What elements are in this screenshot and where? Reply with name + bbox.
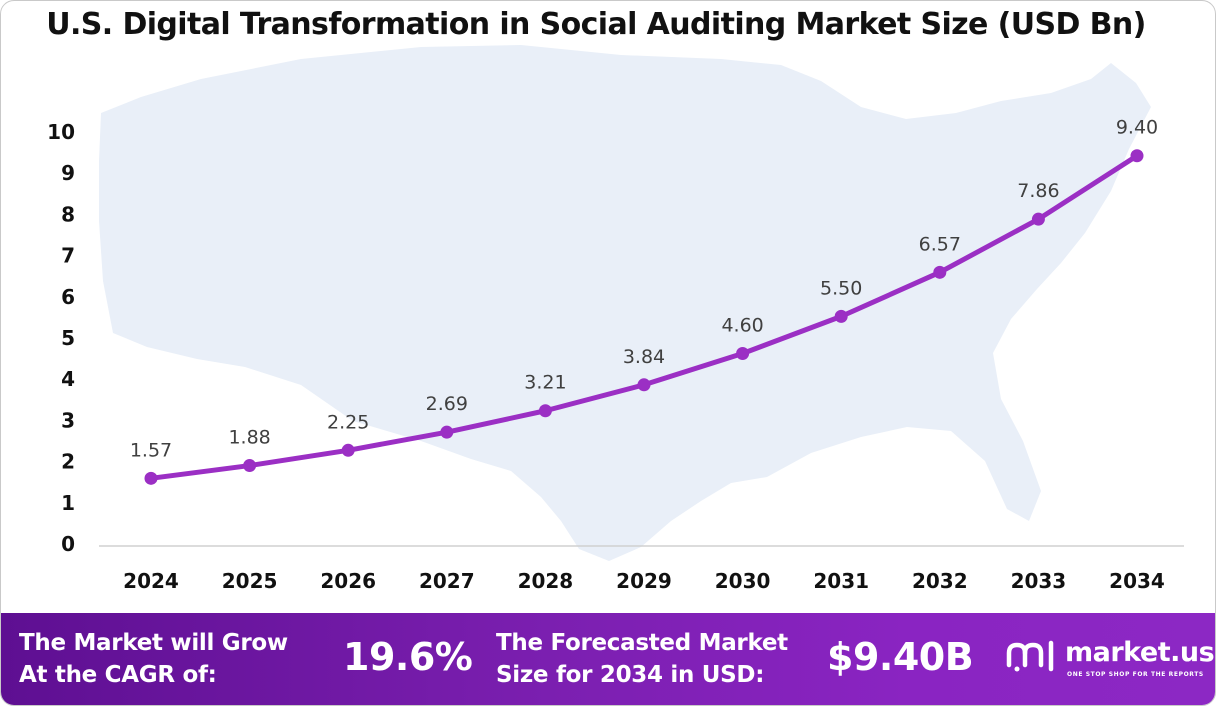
y-tick-label: 6 [61,285,75,309]
x-tick-label: 2025 [222,569,278,593]
y-tick-label: 8 [61,202,75,226]
forecast-label-line1: The Forecasted Market [496,630,788,656]
data-points [144,149,1144,485]
forecast-label: The Forecasted Market Size for 2034 in U… [496,627,788,691]
x-tick-label: 2030 [715,569,771,593]
brand-tagline: ONE STOP SHOP FOR THE REPORTS [1067,671,1204,678]
y-tick-label: 1 [61,491,75,515]
data-label: 6.57 [919,233,961,255]
data-label: 2.69 [426,393,468,415]
data-point [341,443,355,457]
y-tick-label: 7 [61,244,75,268]
y-tick-label: 0 [61,532,75,556]
data-label: 5.50 [820,277,862,299]
data-labels: 1.57 1.88 2.25 2.69 3.21 3.84 4.60 5.50 6.57 7.86… [130,117,1158,462]
market-us-logo-icon [1006,640,1054,672]
us-map-background [99,45,1151,561]
y-tick-label: 4 [61,367,75,391]
data-point [440,425,454,439]
x-tick-label: 2031 [813,569,869,593]
x-tick-label: 2034 [1109,569,1165,593]
brand-name: market.us [1065,637,1215,668]
data-label: 3.84 [623,346,665,368]
data-point [538,404,552,418]
data-label: 9.40 [1116,117,1158,139]
y-tick-label: 3 [61,408,75,432]
x-tick-label: 2032 [912,569,968,593]
chart-area: 0 1 2 3 4 5 6 7 8 9 10 2024 2025 2026 2027 2028 2029 203… [47,45,1184,593]
x-tick-label: 2026 [320,569,376,593]
y-tick-label: 2 [61,450,75,474]
data-label: 4.60 [721,314,763,336]
x-axis: 2024 2025 2026 2027 2028 2029 2030 2031 2032 2033… [123,569,1165,593]
y-axis: 0 1 2 3 4 5 6 7 8 9 10 [47,120,75,556]
y-tick-label: 10 [47,120,75,144]
cagr-label-line1: The Market will Grow [19,630,288,656]
data-label: 7.86 [1017,180,1059,202]
x-tick-label: 2024 [123,569,179,593]
x-tick-label: 2027 [419,569,475,593]
forecast-value: $9.40B [827,635,974,679]
data-label: 2.25 [327,411,369,433]
data-point [933,265,947,279]
data-point [1130,149,1144,163]
data-point [1031,212,1045,226]
brand-logo: market.us ONE STOP SHOP FOR THE REPORTS [1003,635,1215,685]
data-point [243,459,257,473]
cagr-value: 19.6% [343,635,473,679]
chart-title: U.S. Digital Transformation in Social Au… [46,7,1146,42]
cagr-label-line2: At the CAGR of: [19,662,217,688]
x-tick-label: 2033 [1011,569,1067,593]
data-label: 1.88 [228,427,270,449]
data-point [637,378,651,392]
data-point [144,471,158,485]
data-label: 1.57 [130,439,172,461]
data-label: 3.21 [524,372,566,394]
cagr-label: The Market will Grow At the CAGR of: [19,627,288,691]
x-tick-label: 2028 [518,569,574,593]
data-point [736,346,750,360]
forecast-label-line2: Size for 2034 in USD: [496,662,765,688]
y-tick-label: 5 [61,326,75,350]
x-tick-label: 2029 [616,569,672,593]
y-tick-label: 9 [61,161,75,185]
footer-banner: The Market will Grow At the CAGR of: 19.… [1,613,1215,705]
data-point [834,309,848,323]
